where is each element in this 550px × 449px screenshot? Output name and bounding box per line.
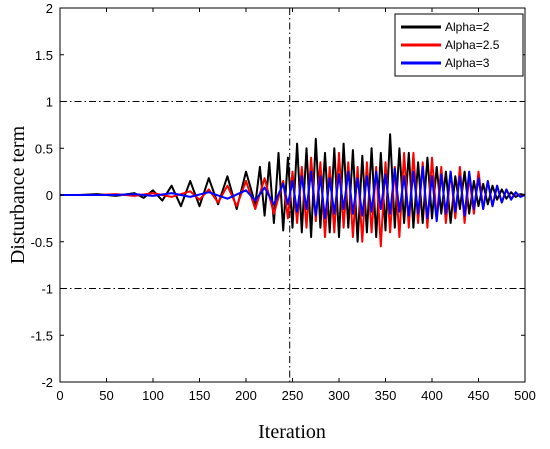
- x-tick-label: 300: [328, 388, 350, 403]
- x-tick-label: 100: [142, 388, 164, 403]
- x-tick-label: 350: [375, 388, 397, 403]
- y-tick-label: 1: [46, 95, 53, 110]
- y-tick-label: -1.5: [31, 328, 53, 343]
- x-tick-label: 450: [468, 388, 490, 403]
- y-tick-label: 0.5: [35, 141, 53, 156]
- y-tick-label: 2: [46, 1, 53, 16]
- x-tick-label: 0: [56, 388, 63, 403]
- x-tick-label: 400: [421, 388, 443, 403]
- y-tick-label: -1: [41, 282, 53, 297]
- reference-lines: [60, 8, 525, 382]
- series-line-3: [60, 165, 526, 223]
- x-tick-label: 500: [514, 388, 536, 403]
- legend-label-2: Alpha=2.5: [445, 38, 500, 52]
- x-tick-label: 200: [235, 388, 257, 403]
- y-tick-label: 0: [46, 188, 53, 203]
- y-tick-label: 1.5: [35, 48, 53, 63]
- legend-label-3: Alpha=3: [445, 56, 490, 70]
- x-tick-label: 150: [189, 388, 211, 403]
- y-tick-label: -2: [41, 375, 53, 390]
- y-tick-label: -0.5: [31, 235, 53, 250]
- x-tick-label: 250: [282, 388, 304, 403]
- x-tick-label: 50: [99, 388, 113, 403]
- ticks-layer: 0 50 100 150 200 250 300 350 400 450 50021.510.50-…: [31, 1, 536, 403]
- legend: Alpha=2 Alpha=2.5 Alpha=3: [394, 13, 524, 77]
- series-layer: [60, 133, 526, 248]
- legend-label-1: Alpha=2: [445, 20, 490, 34]
- x-axis-title: Iteration: [258, 421, 326, 443]
- y-axis-title: Disturbance term: [7, 125, 29, 264]
